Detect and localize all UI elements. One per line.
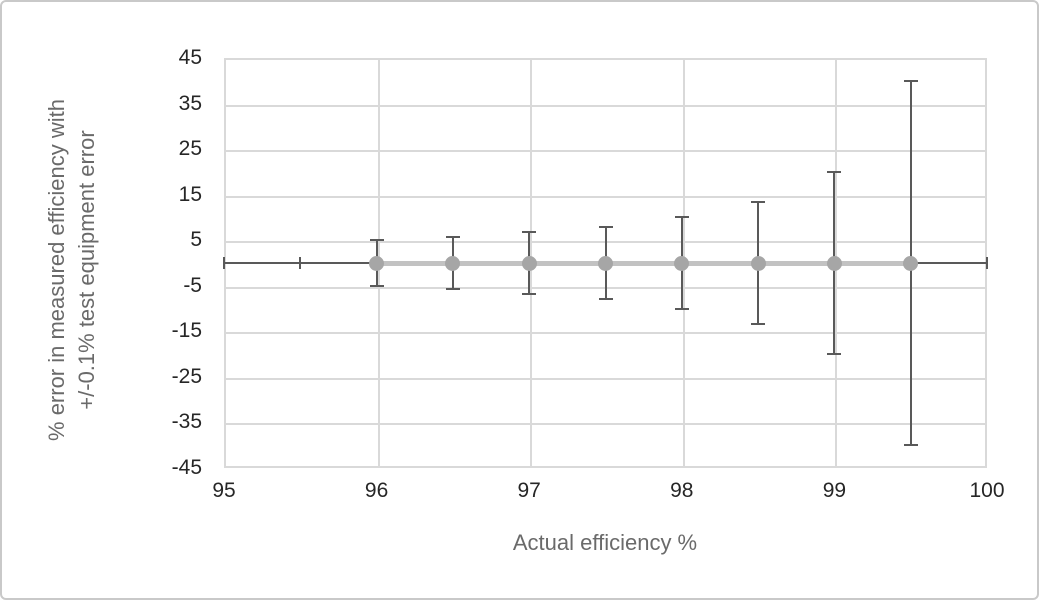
error-bar-top-cap (751, 201, 766, 204)
h-gridline (226, 423, 985, 426)
data-point-marker (521, 255, 537, 271)
x-tick-label: 98 (670, 479, 694, 502)
error-bar-bottom-cap (445, 287, 460, 290)
data-point-marker (903, 255, 919, 271)
error-bar-top-cap (369, 239, 384, 242)
y-tick-label: 5 (190, 228, 202, 252)
zero-line-cap (223, 257, 225, 269)
error-bar-bottom-cap (903, 444, 918, 447)
h-gridline (226, 104, 985, 107)
data-point-marker (369, 255, 385, 271)
x-tick-label: 95 (212, 479, 236, 502)
data-point-marker (445, 255, 461, 271)
x-axis-title: Actual efficiency % (512, 530, 698, 555)
y-axis-title: % error in measured efficiency with +/-0… (42, 99, 102, 441)
error-bar-bottom-cap (369, 284, 384, 287)
error-bar-top-cap (827, 170, 842, 173)
data-point-marker (826, 255, 842, 271)
data-point-marker (598, 255, 613, 271)
error-bar-bottom-cap (674, 307, 689, 310)
y-tick-label: -35 (171, 410, 202, 434)
y-tick-label: -15 (171, 319, 202, 343)
error-bar-top-cap (903, 79, 918, 82)
series-line (376, 260, 911, 266)
y-tick-label: -45 (171, 456, 202, 479)
h-gridline (226, 377, 985, 380)
error-bar-bottom-cap (522, 292, 537, 295)
zero-line-cap (986, 257, 988, 269)
zero-line-cap (299, 257, 302, 269)
error-bar-top-cap (445, 236, 460, 239)
x-tick-label: 96 (364, 479, 389, 502)
error-bar-bottom-cap (827, 353, 842, 356)
y-tick-label: 35 (178, 91, 202, 115)
error-bar-bottom-cap (598, 298, 613, 301)
x-tick-label: 97 (517, 479, 541, 502)
error-bar-top-cap (522, 231, 537, 234)
data-point-marker (674, 255, 690, 271)
error-bar-top-cap (598, 225, 613, 228)
error-bar-bottom-cap (751, 322, 766, 325)
h-gridline (226, 332, 985, 335)
x-tick-label: 100 (969, 479, 1005, 502)
y-axis-title-line1: % error in measured efficiency with (44, 99, 69, 441)
data-point-marker (750, 255, 766, 271)
y-tick-label: -25 (171, 364, 202, 388)
x-tick-label: 99 (822, 479, 847, 502)
h-gridline (226, 150, 985, 153)
y-tick-label: 45 (178, 46, 202, 69)
y-tick-label: 25 (178, 137, 202, 161)
y-axis-title-line2: +/-0.1% test equipment error (74, 130, 99, 410)
y-tick-label: -5 (183, 273, 202, 297)
h-gridline (226, 195, 985, 198)
error-bar-top-cap (674, 216, 689, 219)
y-tick-label: 15 (178, 182, 202, 206)
